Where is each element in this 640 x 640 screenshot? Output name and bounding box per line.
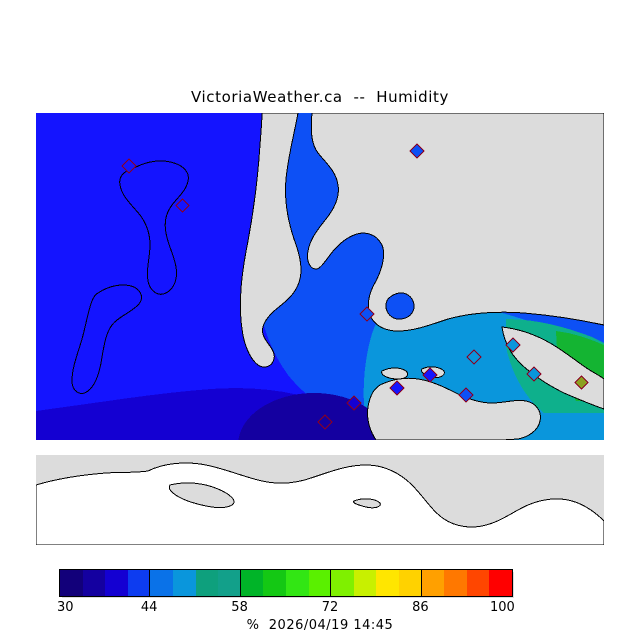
- colorbar: 30 44 58 72 86 100 % 2026/04/19 14:45: [36, 560, 604, 640]
- station-marker-07[interactable]: [458, 387, 474, 403]
- colorbar-caption: % 2026/04/19 14:45: [246, 618, 394, 633]
- colorbar-cell-3: [127, 570, 151, 596]
- colorbar-cell-12: [331, 570, 354, 596]
- colorbar-tick-label-86: 86: [412, 600, 429, 615]
- coastline-south-inlet: [168, 482, 235, 509]
- land-central-peninsula: [239, 113, 302, 368]
- island-outline-south: [71, 284, 142, 394]
- station-marker-05[interactable]: [466, 349, 482, 365]
- colorbar-cell-0: [60, 570, 83, 596]
- colorbar-cell-18: [466, 570, 490, 596]
- colorbar-cell-15: [398, 570, 422, 596]
- station-marker-12[interactable]: [346, 395, 362, 411]
- land-south-peninsula: [367, 377, 541, 441]
- colorbar-cell-4: [150, 570, 173, 596]
- colorbar-tick-line-86: [420, 569, 422, 597]
- station-marker-02[interactable]: [175, 198, 190, 213]
- colorbar-cell-16: [421, 570, 445, 596]
- colorbar-tick-line-44: [149, 569, 151, 597]
- station-marker-08[interactable]: [505, 337, 521, 353]
- page-title: VictoriaWeather.ca -- Humidity: [190, 88, 450, 106]
- colorbar-tick-label-100: 100: [490, 600, 515, 615]
- land-islet-a: [381, 367, 409, 380]
- station-marker-01[interactable]: [121, 158, 137, 174]
- colorbar-cell-7: [218, 570, 241, 596]
- land-east-headland: [501, 326, 604, 410]
- colorbar-cell-13: [353, 570, 377, 596]
- colorbar-cell-2: [105, 570, 128, 596]
- station-marker-09[interactable]: [526, 366, 542, 382]
- colorbar-tick-label-44: 44: [140, 600, 158, 615]
- humidity-map[interactable]: [36, 113, 604, 545]
- colorbar-cell-10: [285, 570, 309, 596]
- station-marker-10[interactable]: [574, 375, 589, 390]
- offshore-island-outlines: [71, 160, 189, 394]
- coastline-south-island: [353, 498, 381, 509]
- colorbar-cell-11: [308, 570, 332, 596]
- station-marker-layer[interactable]: [121, 143, 589, 430]
- land-north-east-main: [307, 113, 604, 332]
- station-marker-04[interactable]: [359, 306, 375, 322]
- colorbar-cell-17: [444, 570, 467, 596]
- colorbar-tick-line-58: [239, 569, 241, 597]
- colorbar-cell-1: [82, 570, 106, 596]
- colorbar-gradient: [59, 569, 513, 597]
- colorbar-tick-line-72: [330, 569, 332, 597]
- island-outline-north: [119, 160, 189, 295]
- station-marker-11[interactable]: [389, 380, 405, 396]
- colorbar-cell-8: [240, 570, 264, 596]
- colorbar-cell-9: [263, 570, 286, 596]
- map-white-gap: [36, 440, 604, 455]
- colorbar-tick-label-58: 58: [231, 600, 248, 615]
- colorbar-cell-14: [376, 570, 399, 596]
- colorbar-cell-19: [489, 570, 512, 596]
- station-marker-06[interactable]: [422, 367, 438, 383]
- map-canvas[interactable]: [36, 113, 604, 545]
- station-marker-13[interactable]: [317, 414, 333, 430]
- colorbar-cell-5: [172, 570, 196, 596]
- colorbar-cell-6: [195, 570, 219, 596]
- landmass-layer: [36, 113, 604, 545]
- station-marker-03[interactable]: [409, 143, 425, 159]
- land-inner-lake-outline: [385, 292, 415, 320]
- colorbar-tick-label-72: 72: [321, 600, 339, 615]
- colorbar-tick-label-30: 30: [57, 600, 74, 615]
